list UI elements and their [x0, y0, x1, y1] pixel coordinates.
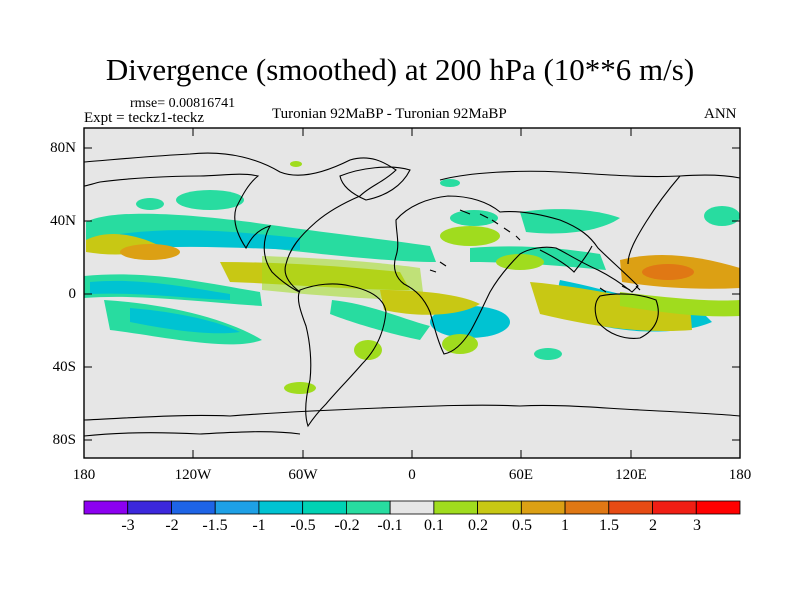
pos-blob-southern: [354, 340, 382, 360]
colorbar-swatch: [433, 500, 478, 515]
x-tick-label: 120W: [174, 467, 212, 483]
colorbar-swatch: [652, 500, 697, 515]
pos-core-pacific: [642, 264, 694, 280]
y-tick-label: 40N: [50, 213, 76, 229]
x-tick-label: 120E: [615, 467, 647, 483]
colorbar-swatch: [389, 500, 435, 515]
y-tick-label: 80N: [50, 140, 76, 156]
colorbar-label: -0.1: [377, 517, 403, 534]
period-label: Turonian 92MaBP - Turonian 92MaBP: [272, 106, 507, 122]
y-tick-label: 80S: [52, 432, 76, 448]
colorbar-label: 1: [561, 517, 569, 534]
colorbar-label: 0.5: [512, 517, 532, 534]
neg-band-southern-core: [130, 308, 240, 334]
coast-asia-east: [627, 175, 681, 265]
neg-blob-africa-s: [430, 306, 510, 338]
plot-title: Divergence (smoothed) at 200 hPa (10**6 …: [105, 52, 695, 87]
y-tick-label: 40S: [52, 359, 76, 375]
neg-blob-arctic-2: [440, 179, 460, 187]
colorbar-label: 3: [693, 517, 701, 534]
colorbar-swatch: [564, 500, 610, 515]
colorbar-label: -1: [252, 517, 266, 534]
pos-blob-sahara: [496, 254, 544, 270]
coast-islands-pacific: [599, 285, 641, 293]
coast-antarctica: [83, 404, 741, 421]
colorbar-label: 2: [649, 517, 657, 534]
colorbar-swatch: [608, 500, 653, 515]
colorbar-label: -2: [165, 517, 179, 534]
field-shading: [84, 161, 740, 394]
pos-band-africa: [380, 290, 480, 315]
colorbar-swatch: [214, 500, 260, 515]
neg-band-south-atlantic: [330, 300, 430, 340]
coast-europe-africa: [393, 195, 639, 355]
x-tick-label: 180: [728, 467, 752, 483]
x-tick-label: 180: [72, 467, 96, 483]
coast-asia-north: [439, 170, 741, 181]
colorbar-swatch: [258, 500, 304, 515]
coast-greenland: [339, 166, 411, 201]
colorbar-swatch: [695, 500, 741, 515]
colorbar: [83, 500, 741, 515]
pos-blob-south-tip: [284, 382, 316, 394]
colorbar-swatch: [345, 500, 391, 515]
coast-south-america: [297, 283, 387, 428]
colorbar-label: -0.5: [290, 517, 316, 534]
y-tick-label: 0: [68, 286, 77, 302]
coast-australia: [594, 293, 659, 339]
pos-band-indian-ocean: [530, 282, 692, 332]
rmse-label: rmse= 0.00816741: [130, 96, 236, 111]
colorbar-label: 0.1: [424, 517, 444, 534]
neg-band-indonesia: [520, 209, 620, 234]
colorbar-label: 1.5: [599, 517, 619, 534]
pos-blob-south-pacific: [120, 244, 180, 260]
coast-north-america: [83, 152, 397, 293]
coast-antarctica-2: [83, 431, 301, 437]
colorbar-label: -0.2: [334, 517, 360, 534]
season-label: ANN: [704, 106, 737, 122]
neg-band-equatorial-core: [90, 280, 230, 300]
pos-blob-arctic: [290, 161, 302, 167]
coast-islands-europe: [429, 209, 521, 273]
colorbar-swatch: [171, 500, 216, 515]
colorbar-swatch: [520, 500, 566, 515]
neg-blob-pacific-ne: [704, 206, 740, 226]
colorbar-label: -3: [121, 517, 135, 534]
experiment-label: Expt = teckz1-teckz: [84, 110, 205, 126]
colorbar-swatch: [477, 500, 522, 515]
colorbar-swatch: [83, 500, 129, 515]
colorbar-label: -1.5: [202, 517, 228, 534]
colorbar-swatch: [127, 500, 172, 515]
coast-india: [539, 245, 593, 273]
x-tick-label: 60E: [508, 467, 534, 483]
neg-blob-europe: [450, 210, 498, 226]
neg-blob-southern-ocean: [534, 348, 562, 360]
coastlines: [83, 152, 741, 437]
colorbar-swatch: [302, 500, 347, 515]
x-tick-label: 60W: [288, 467, 318, 483]
neg-blob-arctic-1: [136, 198, 164, 210]
colorbar-label: 0.2: [468, 517, 488, 534]
map-frame: [83, 127, 741, 459]
neg-blob-atlantic-n: [176, 190, 244, 210]
x-tick-label: 0: [408, 467, 416, 483]
pos-blob-europe: [440, 226, 500, 246]
